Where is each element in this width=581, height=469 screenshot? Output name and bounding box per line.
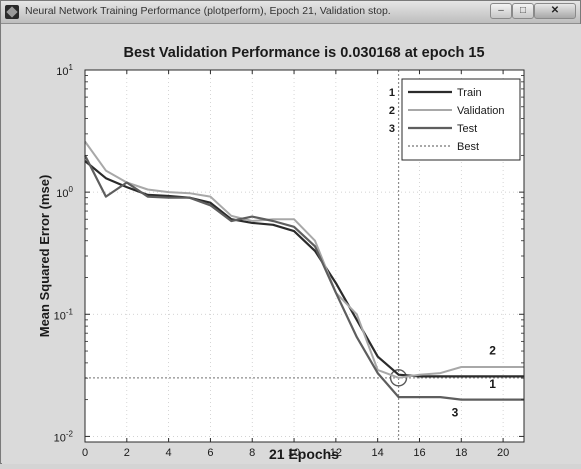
title-bar[interactable]: Neural Network Training Performance (plo… <box>1 1 580 24</box>
legend: 1 Train 2 Validation 3 Test Best <box>389 78 521 161</box>
y-tick-label: 100 <box>56 185 73 200</box>
legend-label-train: Train <box>457 87 482 99</box>
best-point-circle <box>389 369 408 387</box>
series-line-train <box>84 160 524 378</box>
legend-number-mark: 3 <box>389 123 395 135</box>
axis-ticks <box>84 69 524 443</box>
y-tick-labels: 10-2 10-1 100 101 <box>54 63 74 444</box>
x-tick-label: 12 <box>330 447 342 459</box>
x-tick-label: 20 <box>497 447 509 459</box>
maximize-button[interactable]: □ <box>512 3 534 19</box>
x-tick-label: 18 <box>455 447 467 459</box>
series-line-validation <box>84 140 524 379</box>
legend-label-validation: Validation <box>457 105 505 117</box>
y-tick-label: 101 <box>56 63 73 78</box>
legend-number-mark: 1 <box>389 87 395 99</box>
y-tick-label: 10-2 <box>54 429 74 444</box>
x-tick-label: 8 <box>249 447 255 459</box>
legend-label-test: Test <box>457 123 477 135</box>
x-tick-label: 6 <box>207 447 213 459</box>
y-tick-label: 10-1 <box>54 307 74 322</box>
series-annotation: 2 <box>489 343 496 357</box>
chart-title: Best Validation Performance is 0.030168 … <box>123 45 484 61</box>
performance-chart: Best Validation Performance is 0.030168 … <box>37 45 525 462</box>
x-tick-label: 2 <box>124 447 130 459</box>
best-marker-layer <box>85 70 524 442</box>
close-button[interactable]: ✕ <box>534 3 576 19</box>
x-tick-labels: 0 2 4 6 8 10 12 14 16 18 20 <box>82 447 509 459</box>
series-layer <box>84 140 524 401</box>
window-title: Neural Network Training Performance (plo… <box>25 5 391 17</box>
x-tick-label: 0 <box>82 447 88 459</box>
annotation-layer: 2 1 3 <box>452 343 497 419</box>
x-tick-label: 4 <box>166 447 172 459</box>
legend-label-best: Best <box>457 141 479 153</box>
minimize-button[interactable]: – <box>490 3 512 19</box>
figure-canvas: Best Validation Performance is 0.030168 … <box>2 24 581 464</box>
x-tick-label: 10 <box>288 447 300 459</box>
series-line-test <box>84 154 524 401</box>
legend-number-mark: 2 <box>389 105 395 117</box>
series-annotation: 1 <box>489 377 496 391</box>
series-annotation: 3 <box>452 406 459 420</box>
matlab-app-icon <box>5 5 19 19</box>
x-axis-label: 21 Epochs <box>269 446 339 462</box>
x-tick-label: 14 <box>372 447 384 459</box>
y-axis-label: Mean Squared Error (mse) <box>37 175 52 338</box>
x-tick-label: 16 <box>413 447 425 459</box>
